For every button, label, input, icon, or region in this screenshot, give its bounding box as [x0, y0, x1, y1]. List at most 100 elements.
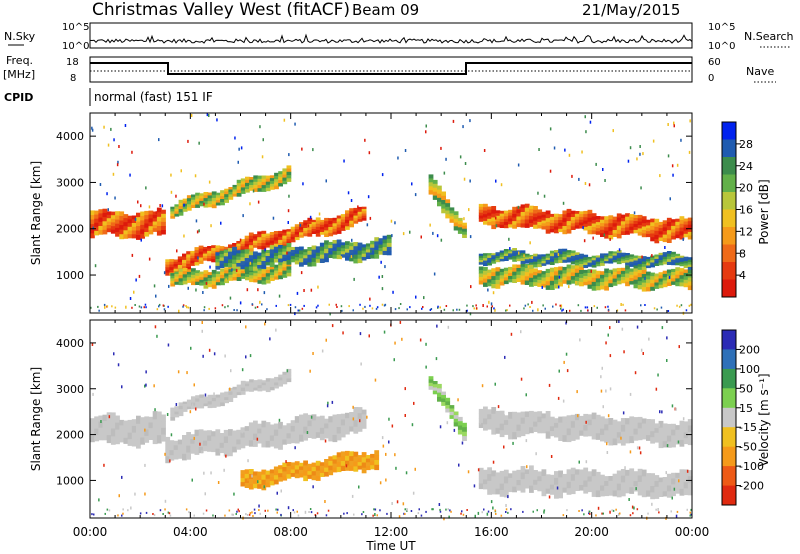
power-cell — [541, 226, 547, 230]
power-cell — [245, 274, 250, 278]
power-cell — [595, 270, 601, 275]
velocity-cell — [428, 376, 434, 380]
power-cell — [170, 206, 176, 210]
power-cell — [194, 253, 200, 257]
power-ground-point — [98, 309, 100, 312]
power-cell — [191, 281, 196, 286]
power-ground-point — [596, 306, 598, 309]
velocity-cell — [90, 418, 95, 425]
power-cell — [382, 243, 388, 248]
velocity-cell — [374, 455, 380, 461]
power-cell — [637, 281, 643, 286]
velocity-cell — [512, 476, 517, 482]
power-cell — [453, 215, 459, 220]
power-cell — [311, 249, 317, 255]
power-ground-point — [562, 308, 564, 311]
velocity-cell — [587, 425, 593, 431]
power-cell — [650, 279, 655, 284]
velocity-scatter-point — [525, 439, 528, 443]
velocity-cell — [236, 439, 242, 445]
velocity-scatter-point — [324, 439, 327, 443]
power-cell — [269, 234, 275, 239]
velocity-cell — [332, 467, 338, 473]
power-scatter-point — [469, 179, 471, 183]
power-cell — [324, 221, 329, 225]
velocity-cell — [520, 485, 526, 493]
power-scatter-point — [651, 254, 653, 258]
power-cell — [432, 179, 438, 185]
power-cell — [357, 254, 363, 260]
power-cell — [637, 273, 643, 278]
velocity-cell — [119, 425, 125, 432]
power-cell — [248, 255, 254, 260]
power-cell — [340, 219, 346, 223]
power-cell — [524, 263, 530, 269]
power-cell — [207, 195, 213, 199]
power-cell — [545, 257, 551, 261]
power-cell — [140, 233, 145, 239]
power-cell — [620, 252, 626, 256]
power-cell — [679, 271, 685, 276]
velocity-scatter-point — [678, 479, 680, 483]
power-scatter-point — [262, 138, 264, 142]
velocity-scatter-point — [631, 505, 634, 509]
velocity-cell — [273, 441, 279, 449]
power-cell — [512, 271, 517, 276]
velocity-cell — [282, 425, 288, 431]
velocity-cell — [633, 422, 639, 430]
velocity-cell — [299, 466, 304, 471]
power-scatter-point — [133, 290, 135, 294]
power-scatter-point — [225, 278, 227, 282]
velocity-cell — [574, 420, 580, 427]
power-scatter-point — [234, 136, 236, 140]
velocity-cell — [273, 423, 279, 430]
power-cell — [608, 235, 614, 240]
velocity-ground-point — [404, 513, 406, 515]
velocity-cell — [491, 427, 497, 435]
power-scatter-point — [294, 312, 296, 316]
power-cell — [211, 245, 216, 249]
power-cell — [512, 264, 517, 269]
power-cell — [662, 220, 668, 225]
power-cell — [382, 250, 388, 256]
velocity-ground-point — [403, 512, 405, 515]
power-cell — [520, 252, 526, 256]
velocity-cell — [102, 421, 108, 428]
velocity-cell — [491, 470, 497, 477]
power-cell — [136, 226, 141, 231]
velocity-cell — [273, 429, 279, 437]
power-cell — [261, 240, 267, 244]
velocity-cell — [570, 487, 576, 495]
velocity-cell — [169, 440, 175, 446]
velocity-cell — [499, 423, 505, 431]
velocity-cell — [177, 449, 183, 455]
power-scatter-point — [113, 138, 115, 142]
velocity-cell — [353, 420, 359, 428]
velocity-cell — [604, 424, 609, 431]
power-scatter-point — [257, 200, 260, 204]
power-cell — [612, 278, 618, 283]
power-cell — [687, 235, 693, 240]
velocity-cell — [228, 391, 234, 396]
power-cell — [278, 183, 283, 187]
velocity-ground-point — [251, 511, 253, 514]
power-scatter-point — [391, 234, 393, 238]
power-cell — [182, 277, 188, 282]
power-ground-point — [103, 303, 106, 306]
power-scatter-point — [368, 151, 371, 155]
velocity-cell — [282, 462, 288, 468]
velocity-cell — [148, 416, 154, 423]
power-cell — [566, 213, 572, 218]
power-cell — [687, 259, 693, 263]
velocity-cell — [345, 412, 350, 419]
power-cell — [194, 256, 200, 260]
power-cell — [662, 261, 668, 265]
velocity-scatter-point — [225, 454, 227, 458]
power-cell — [232, 187, 238, 190]
power-cell — [625, 273, 630, 278]
power-cell — [274, 172, 279, 177]
power-cell — [503, 249, 509, 252]
power-ground-point — [640, 304, 642, 307]
power-cell — [253, 276, 259, 280]
power-scatter-point — [482, 304, 484, 307]
